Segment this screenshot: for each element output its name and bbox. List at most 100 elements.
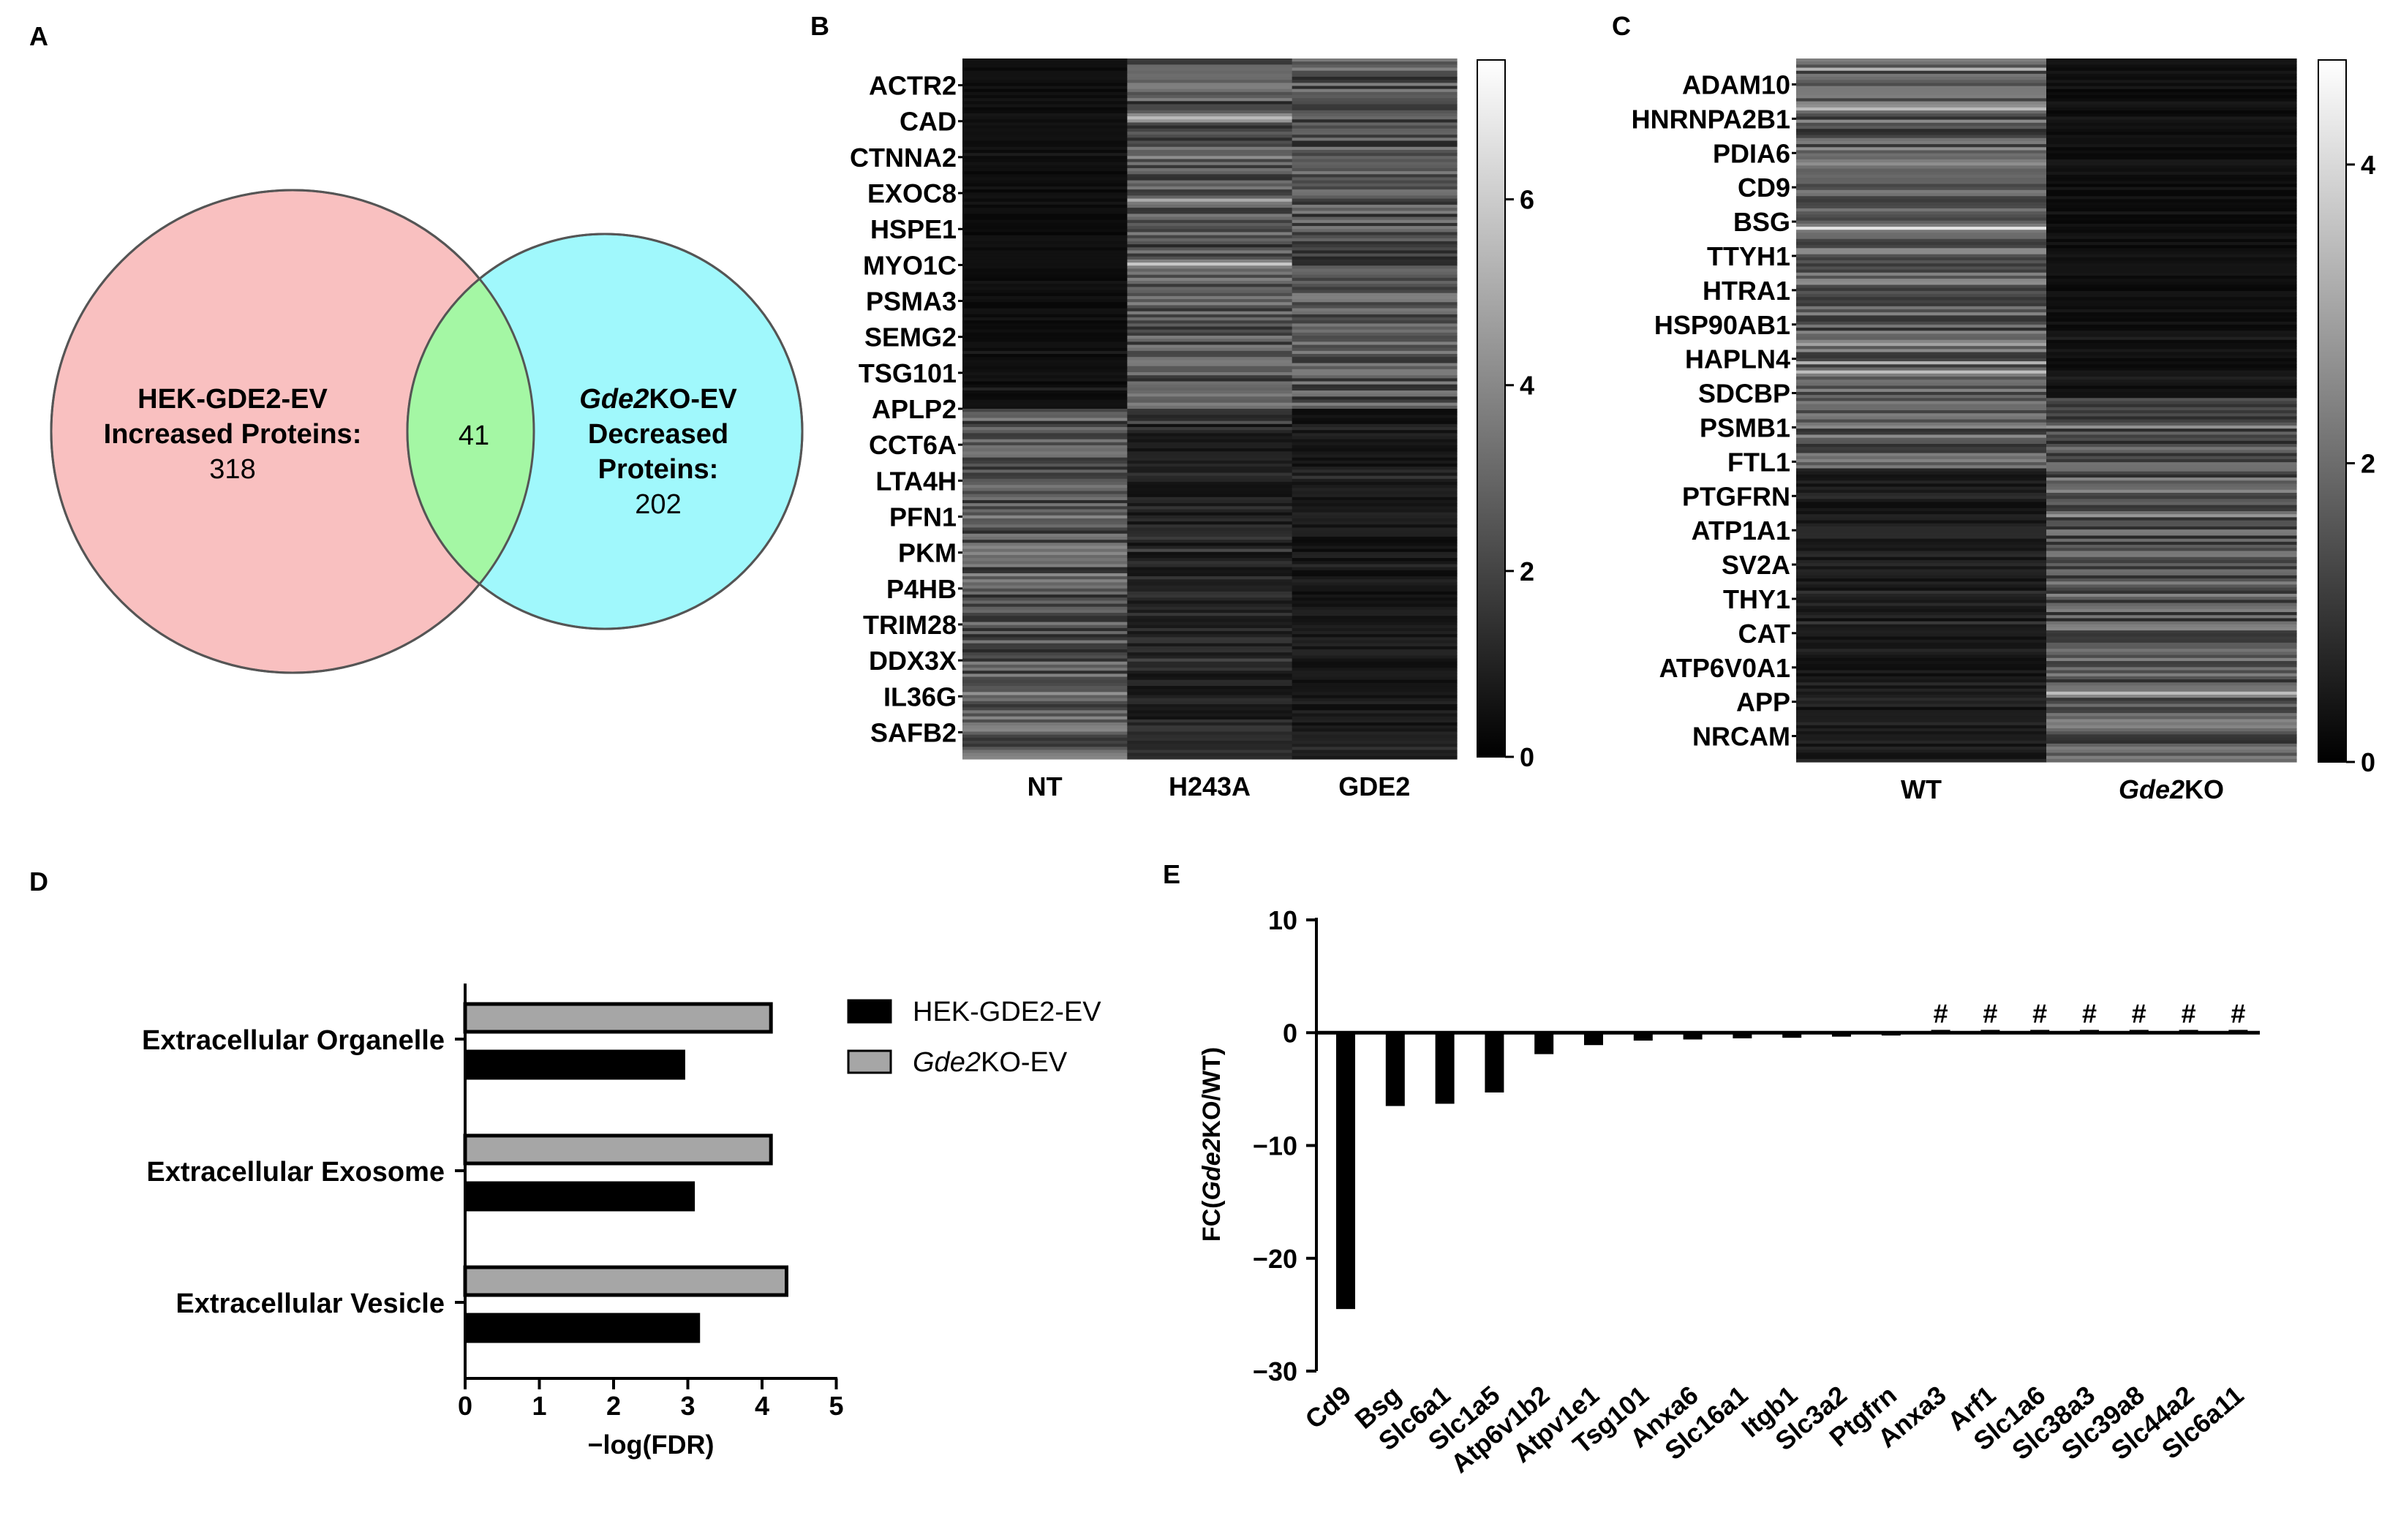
heatmap-cell <box>1127 98 1293 102</box>
heatmap-cell <box>1796 336 2047 341</box>
heatmap-cell <box>1292 64 1458 69</box>
heatmap-cell <box>2046 657 2297 662</box>
legend-swatch-hek <box>847 999 892 1024</box>
heatmap-cell <box>1796 370 2047 374</box>
heatmap-cell <box>962 183 1128 187</box>
heatmap-cell <box>2046 376 2297 380</box>
heatmap-cell <box>2046 257 2297 261</box>
heatmap-cell <box>962 344 1128 349</box>
heatmap-row-label: PTGFRN <box>1682 481 1790 511</box>
heatmap-cell <box>962 122 1128 127</box>
heatmap-cell <box>1127 485 1293 488</box>
heatmap-cell <box>1127 360 1293 364</box>
heatmap-cell <box>1796 719 2047 723</box>
heatmap-cell <box>1292 329 1458 333</box>
heatmap-cell <box>962 430 1128 434</box>
heatmap-cell <box>962 198 1128 203</box>
heatmap-cell <box>2046 159 2297 163</box>
heatmap-cell <box>2046 214 2297 219</box>
heatmap-cell <box>1796 551 2047 555</box>
heatmap-b-cells <box>962 58 1458 760</box>
heatmap-cell <box>1292 323 1458 328</box>
heatmap-cell <box>2046 309 2297 313</box>
heatmap-cell <box>1796 465 2047 469</box>
heatmap-cell <box>1127 311 1293 315</box>
heatmap-cell <box>962 622 1128 626</box>
heatmap-cell <box>1796 520 2047 524</box>
heatmap-cell <box>2046 682 2297 687</box>
heatmap-cell <box>1127 698 1293 702</box>
heatmap-cell <box>1127 619 1293 623</box>
heatmap-cell <box>1127 554 1293 559</box>
heatmap-cell <box>1127 204 1293 208</box>
heatmap-cell <box>962 664 1128 668</box>
heatmap-cell <box>962 211 1128 215</box>
heatmap-cell <box>962 682 1128 687</box>
bar-fold-change <box>2129 1030 2149 1033</box>
heatmap-cell <box>2046 422 2297 426</box>
heatmap-cell <box>1292 198 1458 203</box>
heatmap-cell <box>1292 314 1458 318</box>
heatmap-cell <box>962 214 1128 218</box>
heatmap-cell <box>2046 361 2297 365</box>
heatmap-cell <box>962 399 1128 404</box>
bar-fold-change <box>2080 1030 2099 1033</box>
heatmap-cell <box>1127 613 1293 616</box>
heatmap-cell <box>962 515 1128 519</box>
heatmap-cell <box>962 378 1128 382</box>
heatmap-cell <box>2046 416 2297 420</box>
heatmap-cell <box>2046 174 2297 178</box>
venn-overlap-region <box>407 234 534 629</box>
y-tick-label: −30 <box>1253 1356 1297 1386</box>
heatmap-cell <box>1796 507 2047 512</box>
heatmap-cell <box>962 695 1128 699</box>
heatmap-cell <box>962 499 1128 504</box>
heatmap-cell <box>2046 429 2297 432</box>
heatmap-cell <box>1292 339 1458 342</box>
heatmap-cell <box>1796 61 2047 65</box>
heatmap-cell <box>2046 456 2297 460</box>
heatmap-cell <box>1796 691 2047 695</box>
heatmap-cell <box>1292 88 1458 93</box>
heatmap-cell <box>1127 162 1293 166</box>
heatmap-cell <box>1796 140 2047 145</box>
heatmap-cell <box>2046 483 2297 488</box>
heatmap-row-label: IL36G <box>883 682 957 712</box>
heatmap-cell <box>1292 485 1458 488</box>
heatmap-cell <box>1292 564 1458 568</box>
heatmap-cell <box>2046 737 2297 741</box>
heatmap-cell <box>962 180 1128 184</box>
heatmap-row-label: PFN1 <box>889 502 957 532</box>
heatmap-cell <box>962 271 1128 276</box>
heatmap-cell <box>962 320 1128 324</box>
heatmap-cell <box>1127 682 1293 687</box>
heatmap-cell <box>1796 750 2047 754</box>
heatmap-cell <box>1127 637 1293 641</box>
heatmap-cell <box>1292 603 1458 608</box>
heatmap-cell <box>2046 395 2297 399</box>
heatmap-cell <box>2046 119 2297 124</box>
heatmap-cell <box>1127 603 1293 608</box>
heatmap-cell <box>1292 226 1458 230</box>
heatmap-cell <box>1127 183 1293 187</box>
heatmap-cell <box>2046 137 2297 142</box>
heatmap-cell <box>2046 654 2297 659</box>
heatmap-cell <box>2046 83 2297 87</box>
heatmap-cell <box>1127 609 1293 614</box>
heatmap-row-label: CTNNA2 <box>850 143 957 173</box>
heatmap-cell <box>1292 430 1458 434</box>
heatmap-cell <box>962 655 1128 660</box>
heatmap-cell <box>1292 354 1458 358</box>
heatmap-cell <box>1796 135 2047 139</box>
heatmap-cell <box>2046 140 2297 145</box>
heatmap-cell <box>1292 67 1458 72</box>
heatmap-cell <box>962 540 1128 543</box>
heatmap-cell <box>962 713 1128 717</box>
heatmap-cell <box>1292 460 1458 464</box>
heatmap-cell <box>962 734 1128 739</box>
heatmap-cell <box>1292 290 1458 294</box>
heatmap-cell <box>1127 174 1293 178</box>
heatmap-cell <box>1127 149 1293 154</box>
heatmap-cell <box>1292 494 1458 498</box>
heatmap-cell <box>962 70 1128 75</box>
